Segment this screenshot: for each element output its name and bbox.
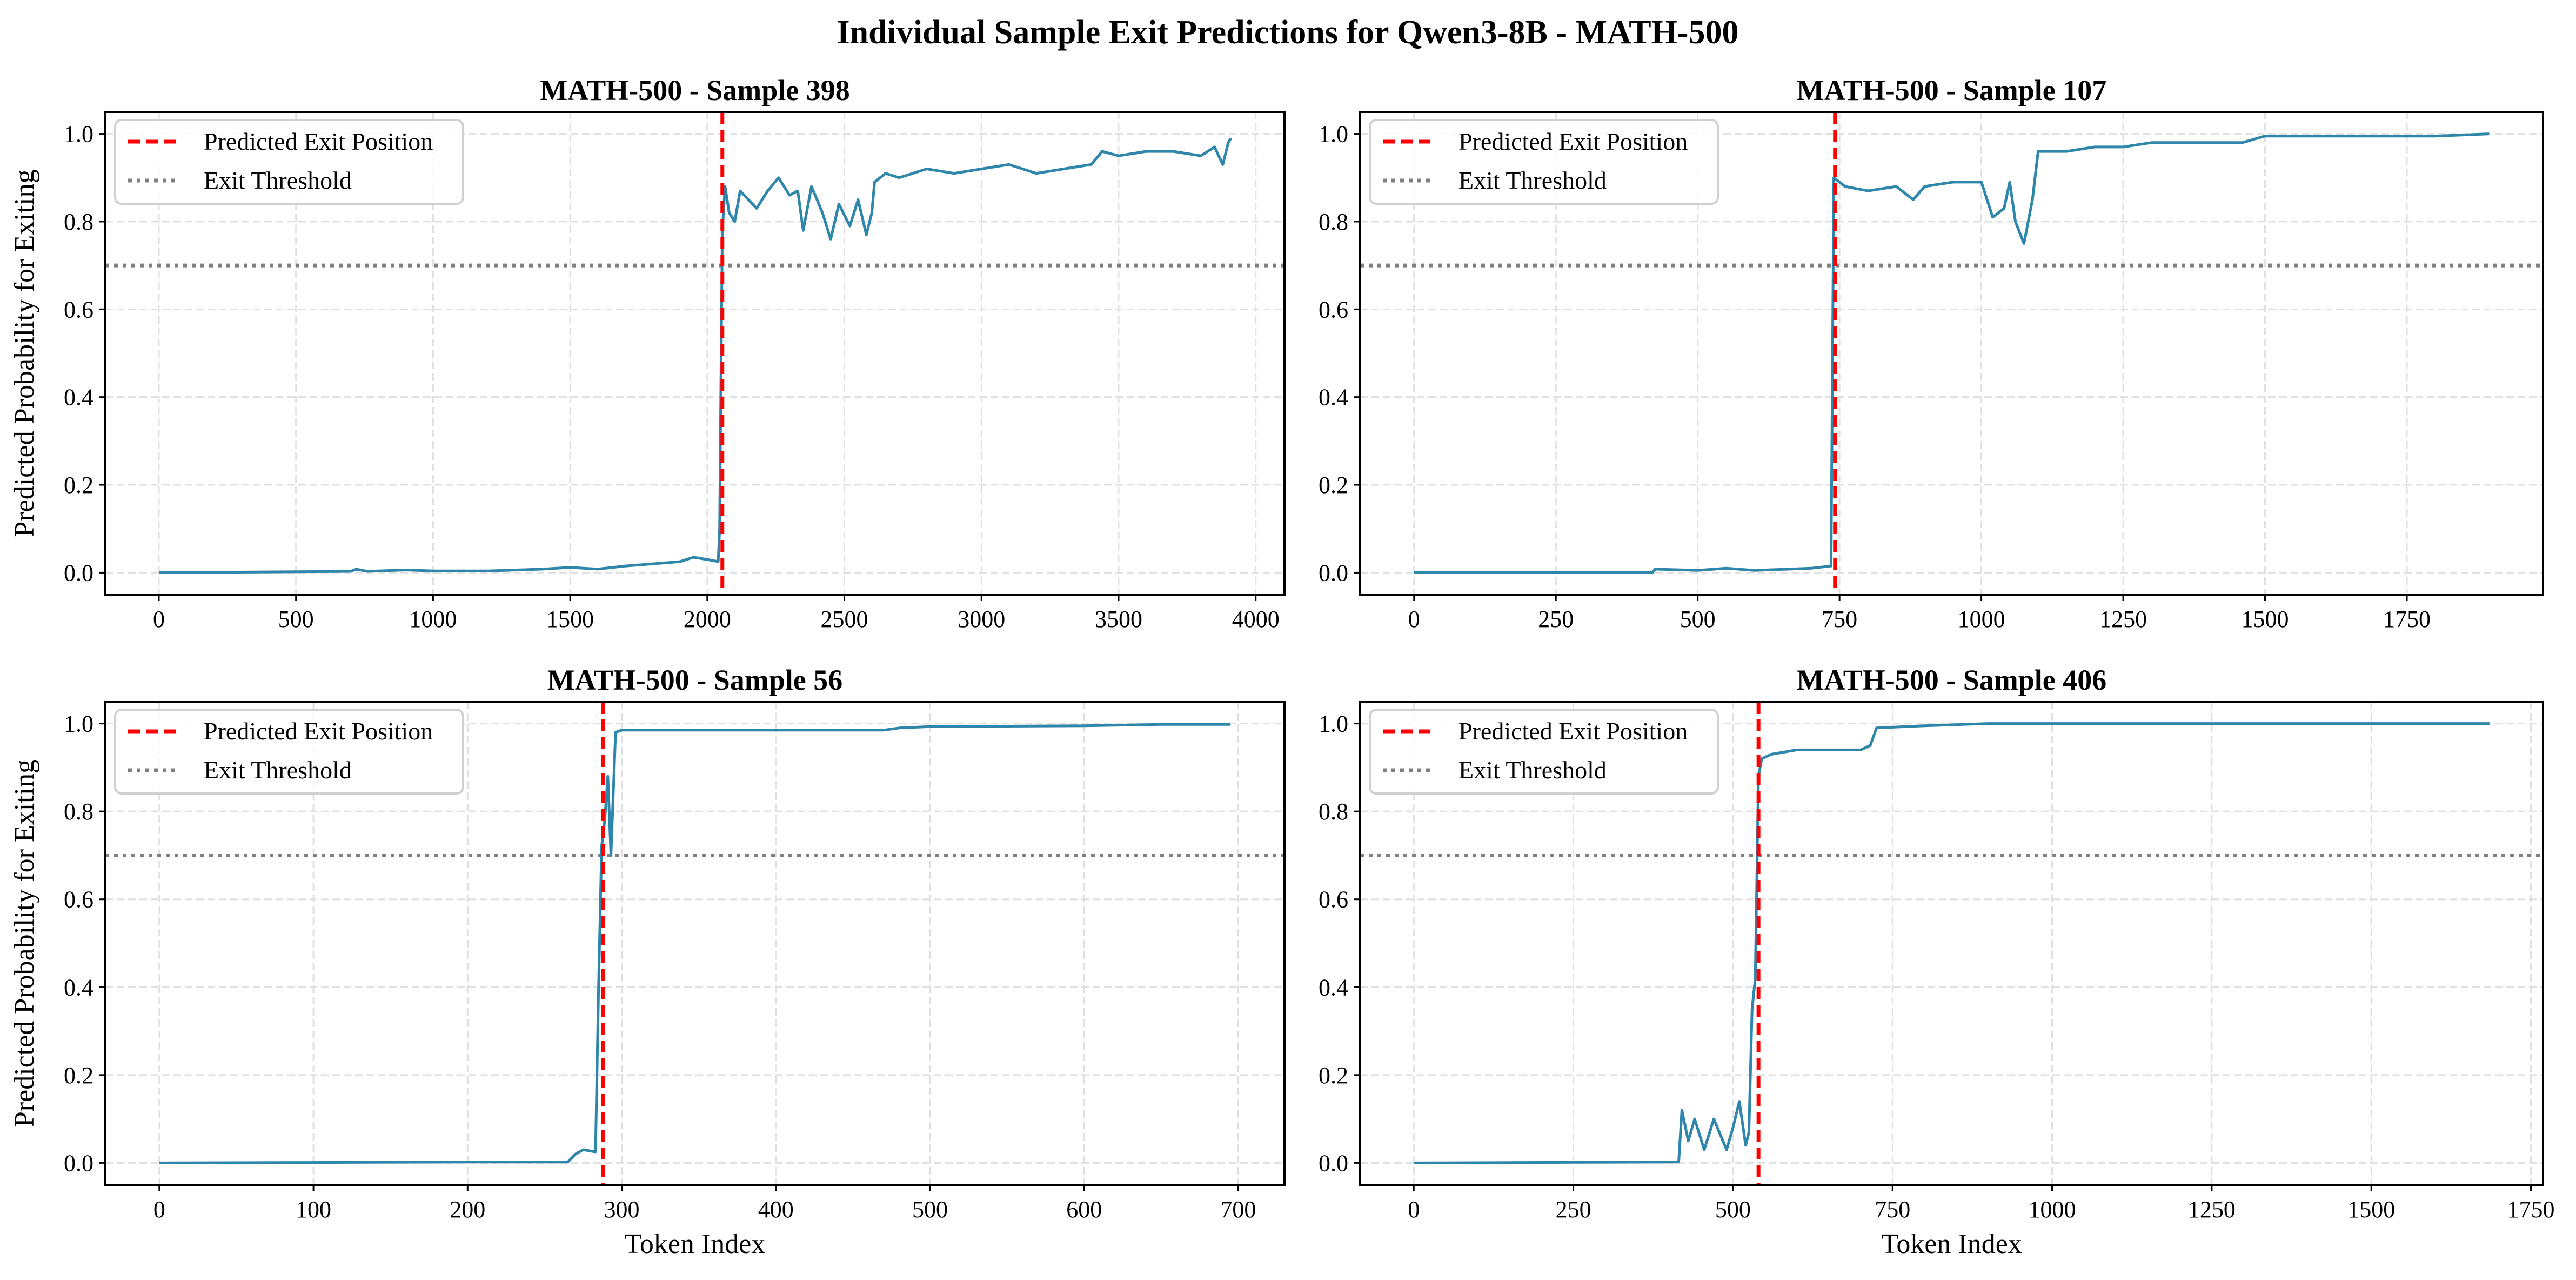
x-tick-label: 600 [1066, 1196, 1102, 1223]
legend-label: Predicted Exit Position [1458, 717, 1688, 745]
y-tick-label: 0.4 [1319, 384, 1348, 411]
x-tick-label: 500 [912, 1196, 948, 1223]
x-axis-label: Token Index [1881, 1229, 2022, 1259]
x-tick-label: 1750 [2507, 1196, 2555, 1223]
y-tick-label: 0.2 [1319, 472, 1348, 498]
legend: Predicted Exit Position Exit Threshold [1369, 119, 1719, 205]
subplot-1: 0 500 1000 1500 2000 2500 3000 3500 4000 0.0 0.2 0.… [9, 74, 1286, 632]
probability-series-line [159, 723, 1231, 1164]
x-tick-label: 700 [1220, 1196, 1256, 1223]
x-tick-label: 250 [1556, 1196, 1591, 1223]
x-tick-label: 500 [1715, 1196, 1751, 1223]
subplot-title: MATH-500 - Sample 406 [1797, 664, 2106, 696]
legend-label: Exit Threshold [204, 756, 352, 784]
probability-series-line [158, 137, 1233, 574]
legend: Predicted Exit Position Exit Threshold [1369, 709, 1719, 795]
x-axis-label: Token Index [625, 1229, 766, 1259]
y-tick-label: 0.4 [1319, 974, 1348, 1001]
x-tick-label: 4000 [1232, 606, 1280, 632]
legend-box [114, 119, 464, 205]
y-tick-label: 0.4 [64, 974, 93, 1001]
y-tick-label: 1.0 [1319, 711, 1348, 737]
subplot-title: MATH-500 - Sample 398 [540, 74, 849, 106]
x-tick-label: 300 [604, 1196, 640, 1223]
legend-label: Predicted Exit Position [204, 717, 433, 745]
y-tick-label: 0.8 [1319, 209, 1348, 235]
y-tick-label: 0.2 [64, 472, 93, 498]
x-tick-label: 0 [1408, 1196, 1420, 1223]
subplot-4: 0 250 500 750 1000 1250 1500 1750 0.0 0.2 0.4 0.6 0.… [1319, 664, 2555, 1259]
legend-box [1369, 119, 1719, 205]
x-tick-label: 3500 [1095, 606, 1142, 632]
x-tick-label: 1750 [2383, 606, 2431, 632]
x-tick-label: 1500 [546, 606, 594, 632]
legend-box [114, 709, 464, 795]
axes-frame [104, 111, 1286, 596]
x-tick-label: 1250 [2099, 606, 2147, 632]
x-tick-label: 3000 [958, 606, 1005, 632]
x-tick-label: 0 [153, 606, 165, 632]
axes-frame [1359, 111, 2544, 596]
x-tick-label: 1250 [2188, 1196, 2236, 1223]
x-tick-label: 200 [450, 1196, 485, 1223]
x-tick-label: 0 [153, 1196, 165, 1223]
y-tick-label: 0.4 [64, 384, 93, 411]
y-axis-label: Predicted Probability for Exiting [9, 169, 40, 537]
y-tick-label: 0.8 [64, 798, 93, 825]
y-tick-label: 0.8 [1319, 798, 1348, 825]
y-tick-label: 0.6 [64, 886, 93, 913]
x-tick-label: 100 [296, 1196, 331, 1223]
x-tick-label: 500 [1680, 606, 1716, 632]
y-tick-label: 0.0 [64, 559, 93, 586]
y-tick-label: 0.2 [64, 1062, 93, 1089]
y-axis-label: Predicted Probability for Exiting [9, 759, 40, 1127]
x-tick-label: 1500 [2242, 606, 2289, 632]
y-tick-label: 0.6 [1319, 886, 1348, 913]
x-tick-label: 400 [758, 1196, 794, 1223]
legend-label: Exit Threshold [204, 166, 352, 194]
subplot-title: MATH-500 - Sample 107 [1797, 74, 2106, 106]
figure-title: Individual Sample Exit Predictions for Q… [837, 14, 1739, 51]
y-tick-label: 0.0 [1319, 559, 1348, 586]
legend-label: Exit Threshold [1458, 756, 1607, 784]
y-tick-label: 0.0 [64, 1150, 93, 1176]
x-tick-label: 250 [1538, 606, 1574, 632]
legend-label: Predicted Exit Position [204, 128, 433, 155]
subplot-title: MATH-500 - Sample 56 [547, 664, 842, 696]
legend: Predicted Exit Position Exit Threshold [114, 709, 464, 795]
x-tick-label: 2500 [821, 606, 868, 632]
x-tick-label: 2000 [684, 606, 731, 632]
x-tick-label: 750 [1875, 1196, 1910, 1223]
x-tick-label: 1500 [2347, 1196, 2395, 1223]
subplot-3: 0 100 200 300 400 500 600 700 0.0 0.2 0.4 0.6 0.8 1.0… [9, 664, 1286, 1259]
x-tick-label: 1000 [2029, 1196, 2076, 1223]
y-tick-label: 0.8 [64, 209, 93, 235]
subplots: 0 500 1000 1500 2000 2500 3000 3500 40000.00.20.… [9, 74, 2555, 1259]
probability-series-line [1414, 132, 2490, 574]
legend: Predicted Exit Position Exit Threshold [114, 119, 464, 205]
axes-frame [1359, 701, 2544, 1186]
legend-box [1369, 709, 1719, 795]
y-tick-label: 0.2 [1319, 1062, 1348, 1089]
x-tick-label: 500 [278, 606, 314, 632]
y-tick-label: 0.0 [1319, 1150, 1348, 1176]
x-tick-label: 750 [1822, 606, 1857, 632]
x-tick-label: 1000 [1958, 606, 2005, 632]
axes-frame [104, 701, 1286, 1186]
x-tick-label: 1000 [409, 606, 457, 632]
y-tick-label: 1.0 [1319, 121, 1348, 148]
y-tick-label: 1.0 [64, 711, 93, 737]
y-tick-label: 0.6 [1319, 296, 1348, 323]
legend-label: Predicted Exit Position [1458, 128, 1688, 155]
x-tick-label: 0 [1408, 606, 1420, 632]
legend-label: Exit Threshold [1458, 166, 1607, 194]
y-tick-label: 1.0 [64, 121, 93, 148]
probability-series-line [1414, 722, 2490, 1164]
subplot-2: 0 250 500 750 1000 1250 1500 1750 0.0 0.2 0.4 0.6 0.… [1319, 74, 2544, 632]
y-tick-label: 0.6 [64, 296, 93, 323]
